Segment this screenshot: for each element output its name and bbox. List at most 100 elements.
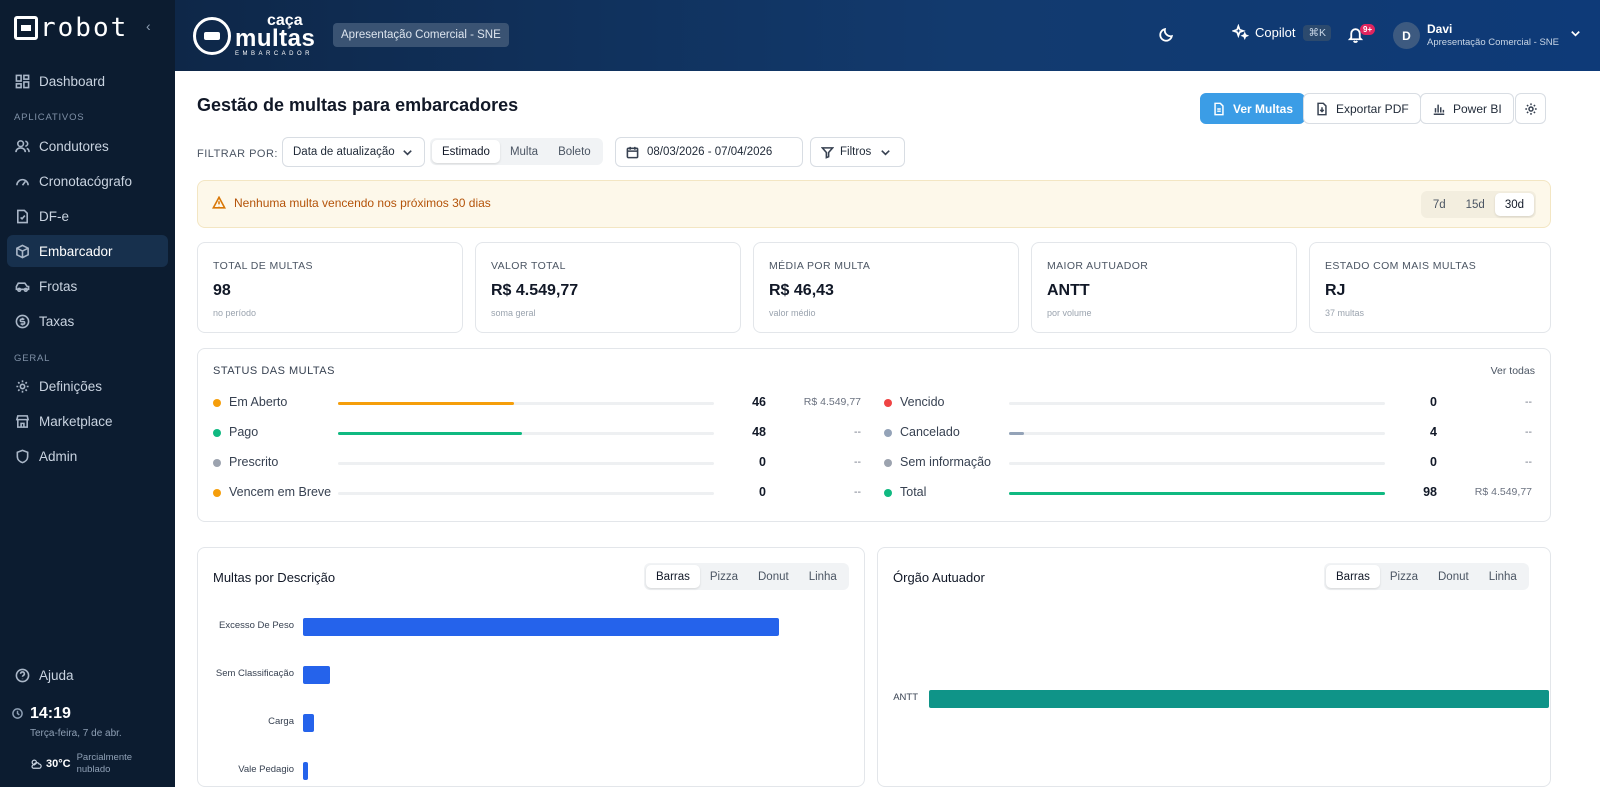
chart-tab-donut[interactable]: Donut	[748, 565, 799, 588]
sidebar-item-dashboard[interactable]: Dashboard	[7, 65, 168, 97]
status-dot	[213, 489, 221, 497]
filters-button[interactable]: Filtros	[810, 137, 905, 167]
clock-time: 14:19	[30, 705, 71, 722]
status-row[interactable]: Total 98 R$ 4.549,77	[884, 485, 1532, 501]
kpi-maior-autuador: MAIOR AUTUADOR ANTT por volume	[1031, 242, 1297, 333]
status-row[interactable]: Vencido 0 --	[884, 395, 1532, 411]
filter-date-type-select[interactable]: Data de atualização	[282, 137, 425, 167]
kpi-label: ESTADO COM MAIS MULTAS	[1325, 260, 1476, 272]
sidebar-item-ajuda[interactable]: Ajuda	[7, 659, 168, 691]
chart-type-toggle: Barras Pizza Donut Linha	[1324, 563, 1529, 590]
kpi-estado-mais-multas: ESTADO COM MAIS MULTAS RJ 37 multas	[1309, 242, 1551, 333]
bar-excesso-de-peso[interactable]	[303, 618, 779, 636]
sidebar-item-frotas[interactable]: Frotas	[7, 270, 168, 302]
car-icon	[14, 278, 30, 294]
bar-carga[interactable]	[303, 714, 314, 732]
weather: 30°C Parcialmente nublado	[30, 752, 137, 776]
user-name: Davi	[1427, 23, 1559, 36]
bar-vale-pedagio[interactable]	[303, 762, 308, 780]
status-row[interactable]: Vencem em Breve 0 --	[213, 485, 861, 501]
users-icon	[14, 138, 30, 154]
user-org: Apresentação Comercial - SNE	[1427, 36, 1559, 49]
sidebar-item-label: Dashboard	[39, 74, 105, 89]
notification-count: 9+	[1360, 24, 1375, 35]
range-7d[interactable]: 7d	[1423, 193, 1456, 216]
status-card: STATUS DAS MULTAS Ver todas Em Aberto 46 R…	[197, 348, 1551, 522]
sidebar-item-admin[interactable]: Admin	[7, 440, 168, 472]
status-dot	[213, 429, 221, 437]
status-dot	[884, 429, 892, 437]
expiring-alert: Nenhuma multa vencendo nos próximos 30 d…	[197, 180, 1551, 228]
user-menu[interactable]: D Davi Apresentação Comercial - SNE	[1393, 22, 1582, 49]
dark-mode-toggle[interactable]	[1158, 26, 1175, 48]
value-mode-multa[interactable]: Multa	[500, 140, 548, 163]
ver-multas-button[interactable]: Ver Multas	[1200, 93, 1305, 124]
clock-date: Terça-feira, 7 de abr.	[30, 728, 122, 739]
bar-label: Carga	[198, 716, 294, 727]
kpi-valor-total: VALOR TOTAL R$ 4.549,77 soma geral	[475, 242, 741, 333]
status-progress-track	[1009, 492, 1385, 495]
status-label: Sem informação	[900, 455, 991, 469]
settings-button[interactable]	[1515, 93, 1546, 124]
sidebar-item-marketplace[interactable]: Marketplace	[7, 405, 168, 437]
range-15d[interactable]: 15d	[1456, 193, 1495, 216]
sidebar-item-taxas[interactable]: Taxas	[7, 305, 168, 337]
caca-multas-logo[interactable]: caça multas EMBARCADOR	[193, 14, 315, 58]
status-row[interactable]: Pago 48 --	[213, 425, 861, 441]
value-mode-boleto[interactable]: Boleto	[548, 140, 601, 163]
chart-type-toggle: Barras Pizza Donut Linha	[644, 563, 849, 590]
kpi-media-por-multa: MÉDIA POR MULTA R$ 46,43 valor médio	[753, 242, 1019, 333]
power-bi-button[interactable]: Power BI	[1420, 93, 1514, 124]
kpi-value: R$ 46,43	[769, 282, 834, 300]
status-value: --	[1442, 396, 1532, 408]
sidebar-item-dfe[interactable]: DF-e	[7, 200, 168, 232]
range-30d[interactable]: 30d	[1495, 193, 1534, 216]
status-value: R$ 4.549,77	[771, 396, 861, 408]
file-icon	[14, 208, 30, 224]
chart-tab-donut[interactable]: Donut	[1428, 565, 1479, 588]
chart-tab-pizza[interactable]: Pizza	[700, 565, 748, 588]
sidebar-item-cronotacografo[interactable]: Cronotacógrafo	[7, 165, 168, 197]
bar-sem-classifica-o[interactable]	[303, 666, 330, 684]
status-dot	[884, 489, 892, 497]
dollar-icon	[14, 313, 30, 329]
chart-tab-linha[interactable]: Linha	[1479, 565, 1527, 588]
status-count: 98	[1397, 485, 1437, 499]
sidebar-item-condutores[interactable]: Condutores	[7, 130, 168, 162]
value-mode-estimado[interactable]: Estimado	[432, 140, 500, 163]
kpi-sub: no período	[213, 308, 256, 318]
exportar-pdf-button[interactable]: Exportar PDF	[1303, 93, 1421, 124]
chevron-down-icon	[879, 146, 892, 159]
status-count: 0	[726, 485, 766, 499]
collapse-sidebar-icon[interactable]: ‹	[146, 18, 151, 34]
bar-antt[interactable]	[929, 690, 1549, 708]
chart-tab-barras[interactable]: Barras	[646, 565, 700, 588]
sidebar-item-definicoes[interactable]: Definições	[7, 370, 168, 402]
chart-card-orgao: Órgão Autuador Barras Pizza Donut Linha …	[877, 547, 1551, 787]
top-header: caça multas EMBARCADOR Apresentação Come…	[175, 0, 1600, 71]
sidebar-item-embarcador[interactable]: Embarcador	[7, 235, 168, 267]
bar-label: Vale Pedagio	[198, 764, 294, 775]
brand-logo[interactable]: robot	[14, 14, 128, 42]
chart-tab-pizza[interactable]: Pizza	[1380, 565, 1428, 588]
status-row[interactable]: Sem informação 0 --	[884, 455, 1532, 471]
environment-badge[interactable]: Apresentação Comercial - SNE	[333, 23, 509, 47]
sidebar: robot ‹ Dashboard APLICATIVOS Condutores…	[0, 0, 175, 787]
section-general: GERAL	[14, 353, 50, 364]
status-label: Prescrito	[229, 455, 278, 469]
status-row[interactable]: Prescrito 0 --	[213, 455, 861, 471]
copilot-button[interactable]: Copilot ⌘K	[1232, 24, 1331, 41]
status-row[interactable]: Em Aberto 46 R$ 4.549,77	[213, 395, 861, 411]
filters-label: Filtros	[840, 146, 871, 158]
filter-label: FILTRAR POR:	[197, 148, 278, 160]
chart-tab-linha[interactable]: Linha	[799, 565, 847, 588]
status-progress-track	[1009, 402, 1385, 405]
date-range-picker[interactable]: 08/03/2026 - 07/04/2026	[615, 137, 803, 167]
sidebar-item-label: Marketplace	[39, 414, 113, 429]
status-progress-fill	[338, 402, 514, 405]
chart-tab-barras[interactable]: Barras	[1326, 565, 1380, 588]
status-row[interactable]: Cancelado 4 --	[884, 425, 1532, 441]
ver-todas-link[interactable]: Ver todas	[1491, 365, 1535, 377]
kpi-value: 98	[213, 282, 231, 300]
warning-icon	[212, 196, 226, 210]
